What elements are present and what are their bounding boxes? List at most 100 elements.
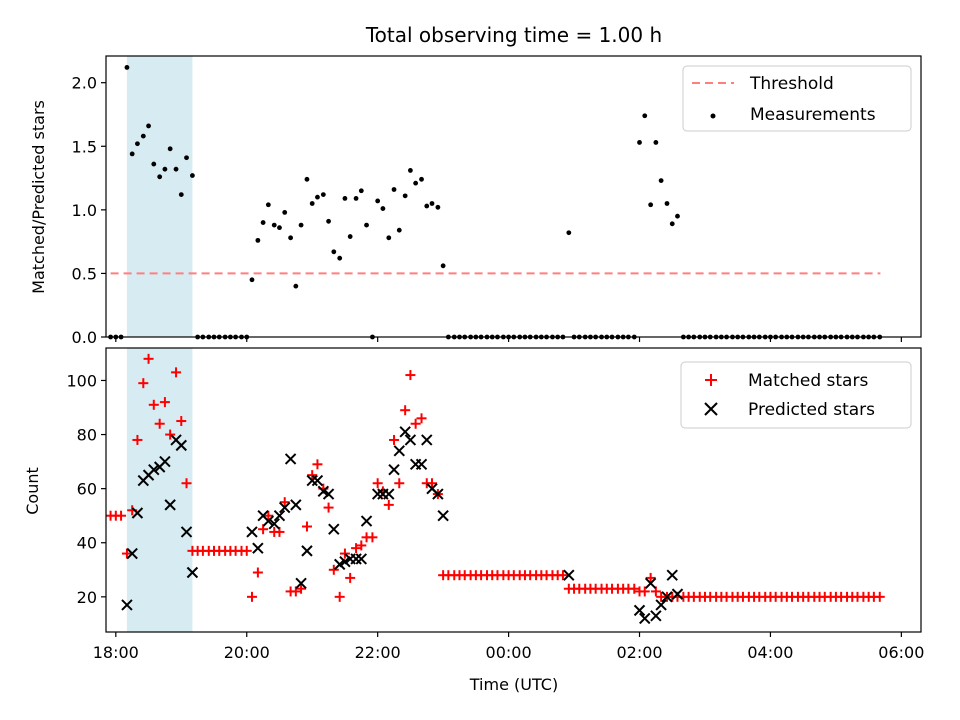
legend-matched-label: Matched stars [748,371,868,391]
x-stroke-b [360,515,373,527]
x-stroke-b [306,474,318,487]
matched-star-point [629,583,640,594]
measurement-point [157,174,163,180]
matched-star-point [416,413,427,424]
measurement-point [293,283,299,289]
matched-star-point [405,370,416,381]
x-stroke-b [383,488,395,500]
matched-star-point [148,399,159,410]
measurement-point [167,146,173,152]
predicted-star-point [284,453,297,465]
measurement-point [402,193,408,199]
measurement-point [375,198,381,204]
matched-star-point [296,583,307,594]
x-stroke-b [126,547,138,560]
top-y-ticks: 0.0 0.5 1.0 1.5 2.0 [72,74,106,347]
x-stroke-b [432,488,444,500]
predicted-star-point [650,610,662,622]
predicted-star-point [121,599,133,611]
x-stroke-b [355,553,368,565]
x-stroke-b [399,426,411,438]
x-stroke-b [633,604,646,617]
x-stroke-b [175,439,187,452]
matched-star-point [154,418,165,429]
top-legend-box [682,65,912,132]
x-stroke-b [164,499,176,511]
x-stroke-b [290,499,302,511]
predicted-star-point [290,499,302,511]
x-stroke-b [268,518,280,530]
matched-star-point [367,532,378,543]
matched-star-point [356,540,367,551]
matched-star-point [394,478,405,489]
measurement-point [396,227,402,233]
predicted-stars-series [121,426,684,625]
y-tick-label: 1.5 [72,137,97,156]
predicted-star-point [432,488,444,500]
matched-star-point [290,586,301,597]
x-stroke-b [639,612,651,625]
predicted-star-point [322,488,335,500]
x-stroke-b [180,526,193,538]
x-stroke-b [393,445,405,457]
predicted-star-point [360,515,373,527]
measurement-point [184,155,189,161]
matched-star-point [121,548,132,559]
y-tick-label: 2.0 [72,74,97,93]
x-stroke-b [317,485,330,498]
measurement-point [364,222,369,228]
measurement-point [358,188,364,194]
matched-star-point [351,543,362,554]
predicted-star-point [639,612,651,625]
x-stroke-b [666,569,678,581]
predicted-star-point [350,553,362,565]
predicted-star-point [311,474,324,487]
matched-star-point [143,353,154,364]
x-stroke-b [328,523,340,535]
measurement-point [315,194,320,200]
predicted-star-point [393,445,405,457]
measurement-point [669,221,675,227]
measurement-point [413,180,419,186]
x-stroke-b [426,482,438,495]
y-tick-label: 20 [77,588,97,607]
y-tick-label: 80 [77,426,97,445]
matched-star-point [557,570,568,581]
x-tick-label: 02:00 [616,643,662,662]
matched-star-point [241,545,252,556]
x-tick-label: 06:00 [878,643,924,662]
bottom-legend: Matched stars Predicted stars [680,361,912,429]
x-stroke-b [252,542,264,554]
predicted-star-point [563,569,575,581]
x-stroke-b [257,509,269,522]
matched-star-point [252,567,263,578]
measurement-point [435,204,441,210]
measurement-point [277,225,282,231]
x-stroke-b [322,488,335,500]
measurement-point [637,140,642,145]
matched-star-point [328,564,339,575]
x-tick-label: 00:00 [486,643,532,662]
measurement-point [353,196,359,201]
x-axis-label: Time (UTC) [469,675,558,694]
predicted-star-point [655,599,667,611]
measurement-point [162,166,168,172]
legend-measurements-label: Measurements [750,105,876,125]
measurement-point [288,235,294,241]
predicted-star-point [301,545,313,557]
matched-star-point [323,502,334,513]
top-legend: Threshold Measurements [682,65,912,132]
x-stroke-b [350,553,362,565]
x-stroke-b [671,588,684,600]
chart-title: Total observing time = 1.00 h [365,23,662,47]
measurement-point [391,187,397,192]
predicted-star-point [415,458,428,471]
x-stroke-b [388,464,400,476]
predicted-star-point [279,501,291,514]
bottom-y-ticks: 20 40 60 80 100 [66,371,106,607]
predicted-star-point [644,577,657,590]
measurement-point [124,65,130,70]
measurement-point [265,202,271,208]
measurement-point [342,196,348,201]
matched-star-point [339,548,350,559]
